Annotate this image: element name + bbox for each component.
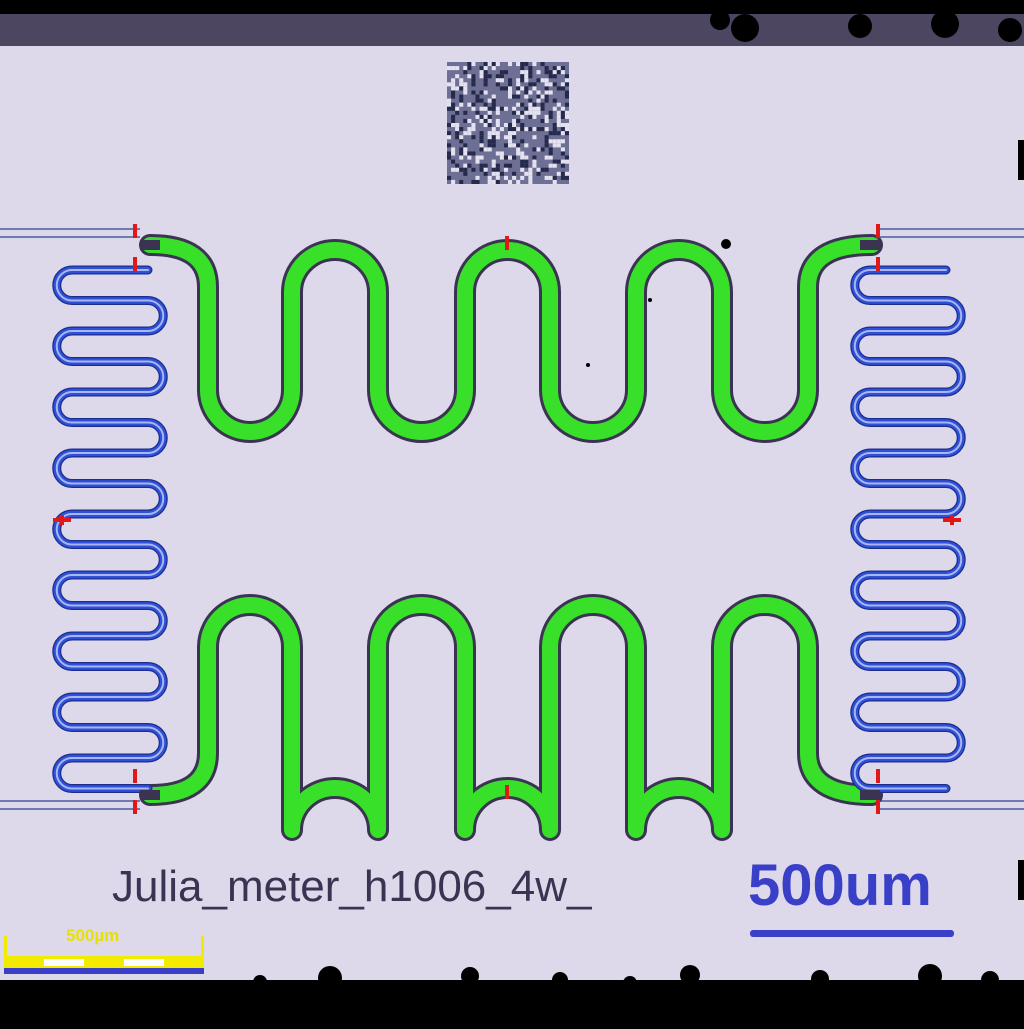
scale-bar <box>4 936 204 974</box>
red-marker-7 <box>876 800 880 814</box>
red-marker-5 <box>133 800 137 814</box>
red-marker-tick-11 <box>950 515 954 525</box>
red-marker-1 <box>133 257 137 271</box>
feed-lines <box>0 228 1024 810</box>
red-marker-3 <box>876 257 880 271</box>
red-marker-6 <box>876 769 880 783</box>
die-surface <box>0 46 1024 980</box>
scale-label: 500um <box>748 853 932 918</box>
upper-resonator <box>142 237 880 440</box>
red-marker-2 <box>876 224 880 238</box>
red-marker-9 <box>505 785 509 799</box>
die-edge-debris <box>253 10 1024 990</box>
red-marker-0 <box>133 224 137 238</box>
qr-code-icon <box>447 62 569 184</box>
red-marker-tick-10 <box>60 515 64 525</box>
chip-label: Julia_meter_h1006_4w_ <box>112 862 592 911</box>
left-meander-center <box>55 269 165 790</box>
scale-bar-label: 500µm <box>66 926 120 945</box>
red-marker-8 <box>505 236 509 250</box>
scale-underline <box>750 930 954 937</box>
marker-layer <box>53 224 961 814</box>
right-meander-center <box>853 269 963 790</box>
red-marker-4 <box>133 769 137 783</box>
